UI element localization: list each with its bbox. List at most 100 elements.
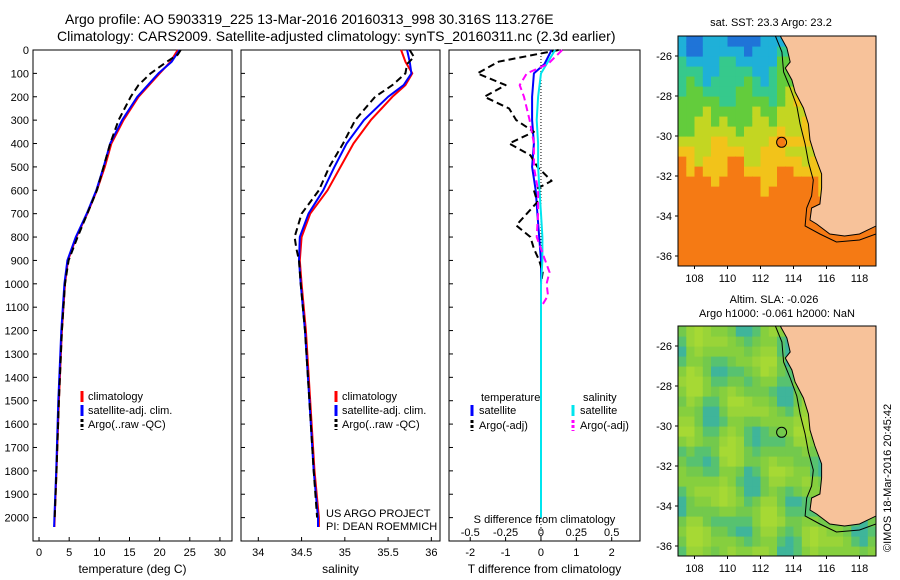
map-cell bbox=[760, 346, 770, 357]
sla-map: -26 -28 -30 -32 -34 -36 108 110 112 114 116 118 Alti… bbox=[656, 294, 877, 575]
map-cell bbox=[760, 106, 770, 117]
map-cell bbox=[711, 86, 720, 97]
map-y-tick-label: -26 bbox=[656, 341, 672, 353]
map-cell bbox=[678, 156, 687, 167]
x-tick-label: 25 bbox=[184, 547, 196, 559]
map-cell bbox=[727, 76, 737, 87]
map-cell bbox=[760, 336, 770, 347]
y-tick-label: 0 bbox=[23, 45, 29, 57]
map-cell bbox=[777, 56, 786, 67]
map-cell bbox=[752, 206, 762, 217]
map-cell bbox=[744, 346, 753, 357]
legend-label: satellite-adj. clim. bbox=[342, 405, 426, 417]
map-cell bbox=[735, 436, 745, 447]
map-cell bbox=[744, 436, 753, 447]
map-cell bbox=[760, 136, 770, 147]
map-cell bbox=[760, 506, 770, 517]
s-tick-label: -0.25 bbox=[493, 527, 518, 539]
map-x-tick-label: 118 bbox=[851, 563, 869, 575]
map-cell bbox=[686, 456, 696, 467]
map-cell bbox=[719, 416, 729, 427]
map-cell bbox=[768, 516, 778, 527]
map-cell bbox=[826, 246, 836, 257]
map-cell bbox=[744, 86, 753, 97]
y-tick-label: 1600 bbox=[5, 419, 29, 431]
map-cell bbox=[711, 466, 720, 477]
map-cell bbox=[867, 246, 876, 257]
map-cell bbox=[810, 166, 819, 177]
map-cell bbox=[768, 236, 778, 247]
map-cell bbox=[793, 156, 803, 167]
map-cell bbox=[768, 546, 778, 556]
map-cell bbox=[719, 246, 729, 257]
climatology-subtitle: Climatology: CARS2009. Satellite-adjuste… bbox=[57, 28, 616, 44]
map-cell bbox=[768, 106, 778, 117]
map-cell bbox=[810, 176, 819, 187]
map-cell bbox=[785, 436, 795, 447]
map-cell bbox=[727, 416, 737, 427]
map-cell bbox=[694, 356, 704, 367]
map-cell bbox=[711, 196, 720, 207]
map-cell bbox=[744, 136, 753, 147]
map-cell bbox=[678, 486, 687, 497]
map-cell bbox=[793, 416, 803, 427]
map-cell bbox=[711, 256, 720, 266]
y-tick-label: 400 bbox=[11, 139, 29, 151]
map-cell bbox=[686, 116, 696, 127]
sla-map-subtitle: Argo h1000: -0.061 h2000: NaN bbox=[699, 308, 855, 320]
map-cell bbox=[678, 56, 687, 67]
map-cell bbox=[744, 496, 753, 507]
map-cell bbox=[744, 546, 753, 556]
map-cell bbox=[719, 66, 729, 77]
map-cell bbox=[711, 396, 720, 407]
map-cell bbox=[719, 76, 729, 87]
map-cell bbox=[801, 486, 811, 497]
map-cell bbox=[810, 196, 819, 207]
x-tick-label: 2 bbox=[609, 547, 615, 559]
map-cell bbox=[678, 546, 687, 556]
map-cell bbox=[752, 46, 762, 57]
map-cell bbox=[727, 456, 737, 467]
map-cell bbox=[727, 196, 737, 207]
map-cell bbox=[727, 536, 737, 547]
map-cell bbox=[752, 526, 762, 537]
map-y-tick-label: -34 bbox=[656, 211, 672, 223]
map-cell bbox=[694, 206, 704, 217]
map-cell bbox=[818, 236, 828, 247]
map-cell bbox=[760, 86, 770, 97]
map-cell bbox=[768, 456, 778, 467]
map-cell bbox=[727, 206, 737, 217]
map-cell bbox=[711, 426, 720, 437]
map-cell bbox=[744, 416, 753, 427]
map-cell bbox=[711, 436, 720, 447]
map-cell bbox=[686, 46, 696, 57]
map-cell bbox=[859, 526, 869, 537]
map-cell bbox=[801, 526, 811, 537]
map-cell bbox=[719, 326, 729, 337]
map-cell bbox=[744, 106, 753, 117]
map-cell bbox=[686, 416, 696, 427]
map-cell bbox=[867, 526, 876, 537]
map-cell bbox=[702, 206, 712, 217]
map-cell bbox=[735, 176, 745, 187]
map-cell bbox=[752, 116, 762, 127]
map-cell bbox=[678, 326, 687, 337]
y-tick-label: 1100 bbox=[5, 302, 29, 314]
map-cell bbox=[727, 216, 737, 227]
map-cell bbox=[793, 406, 803, 417]
map-cell bbox=[744, 146, 753, 157]
map-cell bbox=[678, 206, 687, 217]
map-cell bbox=[777, 36, 786, 47]
map-cell bbox=[686, 106, 696, 117]
map-cell bbox=[760, 496, 770, 507]
map-cell bbox=[801, 476, 811, 487]
map-cell bbox=[785, 116, 795, 127]
map-cell bbox=[711, 156, 720, 167]
map-cell bbox=[711, 56, 720, 67]
map-cell bbox=[801, 546, 811, 556]
map-cell bbox=[752, 326, 762, 337]
map-cell bbox=[752, 536, 762, 547]
map-cell bbox=[793, 456, 803, 467]
map-cell bbox=[768, 346, 778, 357]
